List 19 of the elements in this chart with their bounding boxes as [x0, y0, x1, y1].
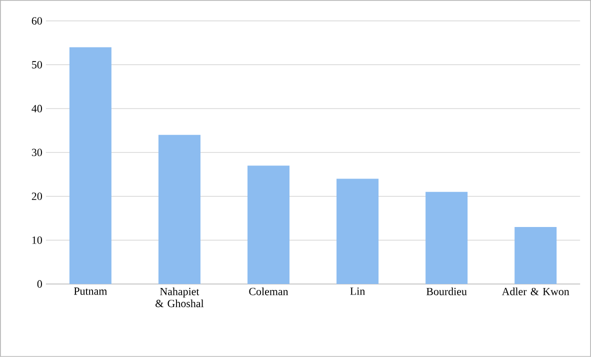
- y-tick-label: 50: [32, 61, 42, 68]
- bar: [247, 166, 290, 284]
- y-tick-label: 30: [32, 148, 42, 156]
- y-tick-label: 0: [37, 280, 42, 288]
- x-tick-label: Nahapiet & Ghoshal: [156, 288, 204, 308]
- x-tick-label: Putnam: [74, 288, 108, 295]
- y-tick-label: 20: [32, 192, 42, 200]
- y-tick-label: 10: [32, 236, 42, 244]
- x-tick-label: Coleman: [249, 288, 288, 296]
- bar: [426, 192, 468, 284]
- x-tick-label: Bourdieu: [426, 288, 467, 296]
- bar: [336, 178, 379, 284]
- y-tick-label: 60: [32, 17, 42, 25]
- x-tick-label: Adler & Kwon: [502, 288, 570, 296]
- y-tick-label: 40: [32, 104, 42, 112]
- x-tick-label: Lin: [350, 288, 365, 295]
- bar: [514, 227, 557, 284]
- bar: [69, 47, 112, 284]
- bar: [158, 134, 200, 284]
